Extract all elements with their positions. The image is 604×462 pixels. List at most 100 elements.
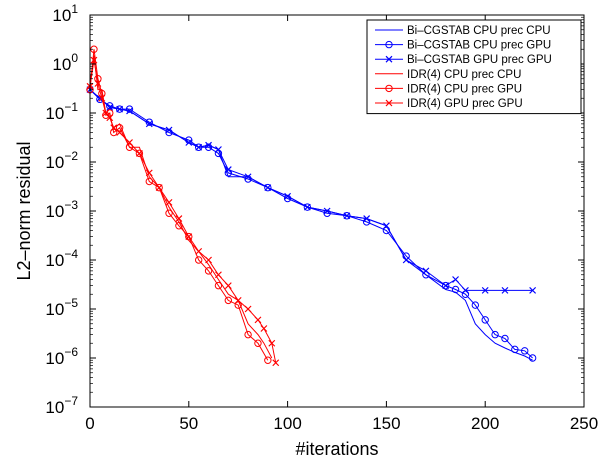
point-marker-circle: [145, 177, 153, 186]
point-marker-circle: [165, 209, 173, 217]
point-marker-circle: [323, 209, 331, 217]
point-marker-x: [268, 339, 276, 347]
point-marker-x: [215, 271, 222, 279]
point-marker-x: [323, 207, 331, 215]
point-marker-x: [126, 107, 133, 115]
y-tick-label: 100: [52, 51, 78, 74]
y-tick-label: 10−3: [45, 198, 78, 221]
point-marker-x: [303, 203, 311, 211]
point-marker-circle: [135, 149, 144, 158]
point-marker-x: [382, 222, 390, 230]
legend-label: Bi–CGSTAB CPU prec GPU: [407, 40, 551, 52]
y-axis-label: L2–norm residual: [14, 141, 34, 280]
point-marker-x: [175, 215, 183, 223]
point-marker-x: [116, 129, 124, 136]
point-marker-x: [145, 120, 153, 128]
point-marker-x: [264, 184, 272, 192]
point-marker-circle: [481, 316, 489, 324]
point-marker-circle: [385, 40, 393, 49]
point-marker-circle: [451, 285, 460, 294]
point-marker-circle: [254, 339, 262, 347]
point-marker-x: [481, 286, 489, 294]
point-marker-x: [224, 282, 232, 290]
point-marker-x: [98, 94, 106, 102]
point-marker-x: [135, 149, 143, 157]
point-marker-circle: [214, 281, 223, 290]
point-marker-x: [402, 256, 410, 264]
point-marker-x: [284, 192, 292, 200]
point-marker-circle: [528, 354, 537, 362]
point-marker-x: [126, 139, 133, 146]
ticks-layer: 0 50 100 150 200 250 101 100 10−1 10−2 10−3 10−4 10−…: [45, 2, 598, 433]
point-marker-x: [244, 173, 252, 181]
point-marker-x: [272, 359, 280, 367]
point-marker-circle: [125, 143, 134, 151]
point-marker-circle: [175, 222, 183, 230]
point-marker-circle: [194, 256, 203, 264]
point-marker-circle: [204, 267, 213, 275]
point-marker-circle: [441, 281, 450, 290]
point-marker-circle: [125, 105, 134, 113]
point-marker-circle: [264, 356, 272, 364]
series-5: [86, 56, 280, 367]
point-marker-x: [205, 141, 212, 149]
point-marker-x: [185, 139, 193, 146]
legend-box: [366, 19, 582, 115]
legend-label: Bi–CGSTAB CPU prec CPU: [407, 25, 551, 37]
legend: Bi–CGSTAB CPU prec CPU Bi–CGSTAB CPU prec…: [366, 19, 582, 115]
point-marker-x: [234, 296, 242, 304]
point-marker-circle: [264, 183, 272, 192]
point-marker-circle: [234, 301, 242, 309]
point-marker-circle: [106, 102, 114, 110]
point-marker-x: [205, 256, 212, 264]
point-marker-circle: [155, 183, 163, 192]
point-marker-x: [529, 286, 537, 294]
series-layer: [86, 45, 537, 367]
point-marker-x: [94, 80, 102, 87]
x-axis-label: #iterations: [295, 439, 378, 459]
point-marker-x: [462, 286, 469, 294]
point-marker-x: [254, 316, 262, 324]
point-marker-x: [260, 325, 268, 332]
point-marker-x: [155, 184, 163, 192]
x-tick-label: 250: [570, 414, 598, 433]
y-tick-label: 10−7: [45, 394, 78, 417]
point-marker-x: [422, 267, 430, 275]
point-marker-x: [195, 247, 203, 255]
point-marker-circle: [471, 301, 480, 309]
point-marker-circle: [185, 232, 193, 241]
point-marker-x: [106, 114, 114, 122]
series-line: [89, 89, 533, 291]
point-marker-circle: [521, 347, 529, 355]
x-tick-label: 150: [372, 414, 400, 433]
point-marker-circle: [511, 345, 519, 354]
legend-label: IDR(4) CPU prec GPU: [407, 83, 522, 95]
point-marker-circle: [204, 143, 213, 151]
point-marker-x: [385, 99, 393, 107]
x-tick-label: 100: [273, 414, 301, 433]
y-tick-label: 10−1: [45, 100, 78, 123]
legend-label: Bi–CGSTAB GPU prec GPU: [407, 54, 552, 66]
point-marker-circle: [194, 143, 203, 151]
point-marker-x: [90, 56, 98, 64]
point-marker-circle: [244, 330, 252, 339]
point-marker-x: [215, 146, 222, 153]
y-tick-label: 101: [52, 2, 78, 25]
point-marker-x: [363, 215, 371, 223]
point-marker-x: [452, 276, 459, 283]
y-tick-label: 10−6: [45, 345, 78, 368]
point-marker-circle: [110, 128, 118, 137]
point-marker-x: [442, 282, 450, 290]
point-marker-x: [224, 166, 232, 174]
point-marker-circle: [303, 203, 312, 211]
y-tick-label: 10−5: [45, 296, 78, 319]
point-marker-x: [165, 198, 173, 206]
point-marker-x: [385, 55, 393, 63]
point-marker-circle: [115, 124, 124, 132]
legend-label: IDR(4) CPU prec CPU: [407, 69, 521, 81]
point-marker-x: [106, 103, 114, 111]
x-tick-label: 0: [85, 414, 94, 433]
point-marker-x: [244, 305, 252, 313]
x-tick-label: 200: [471, 414, 499, 433]
